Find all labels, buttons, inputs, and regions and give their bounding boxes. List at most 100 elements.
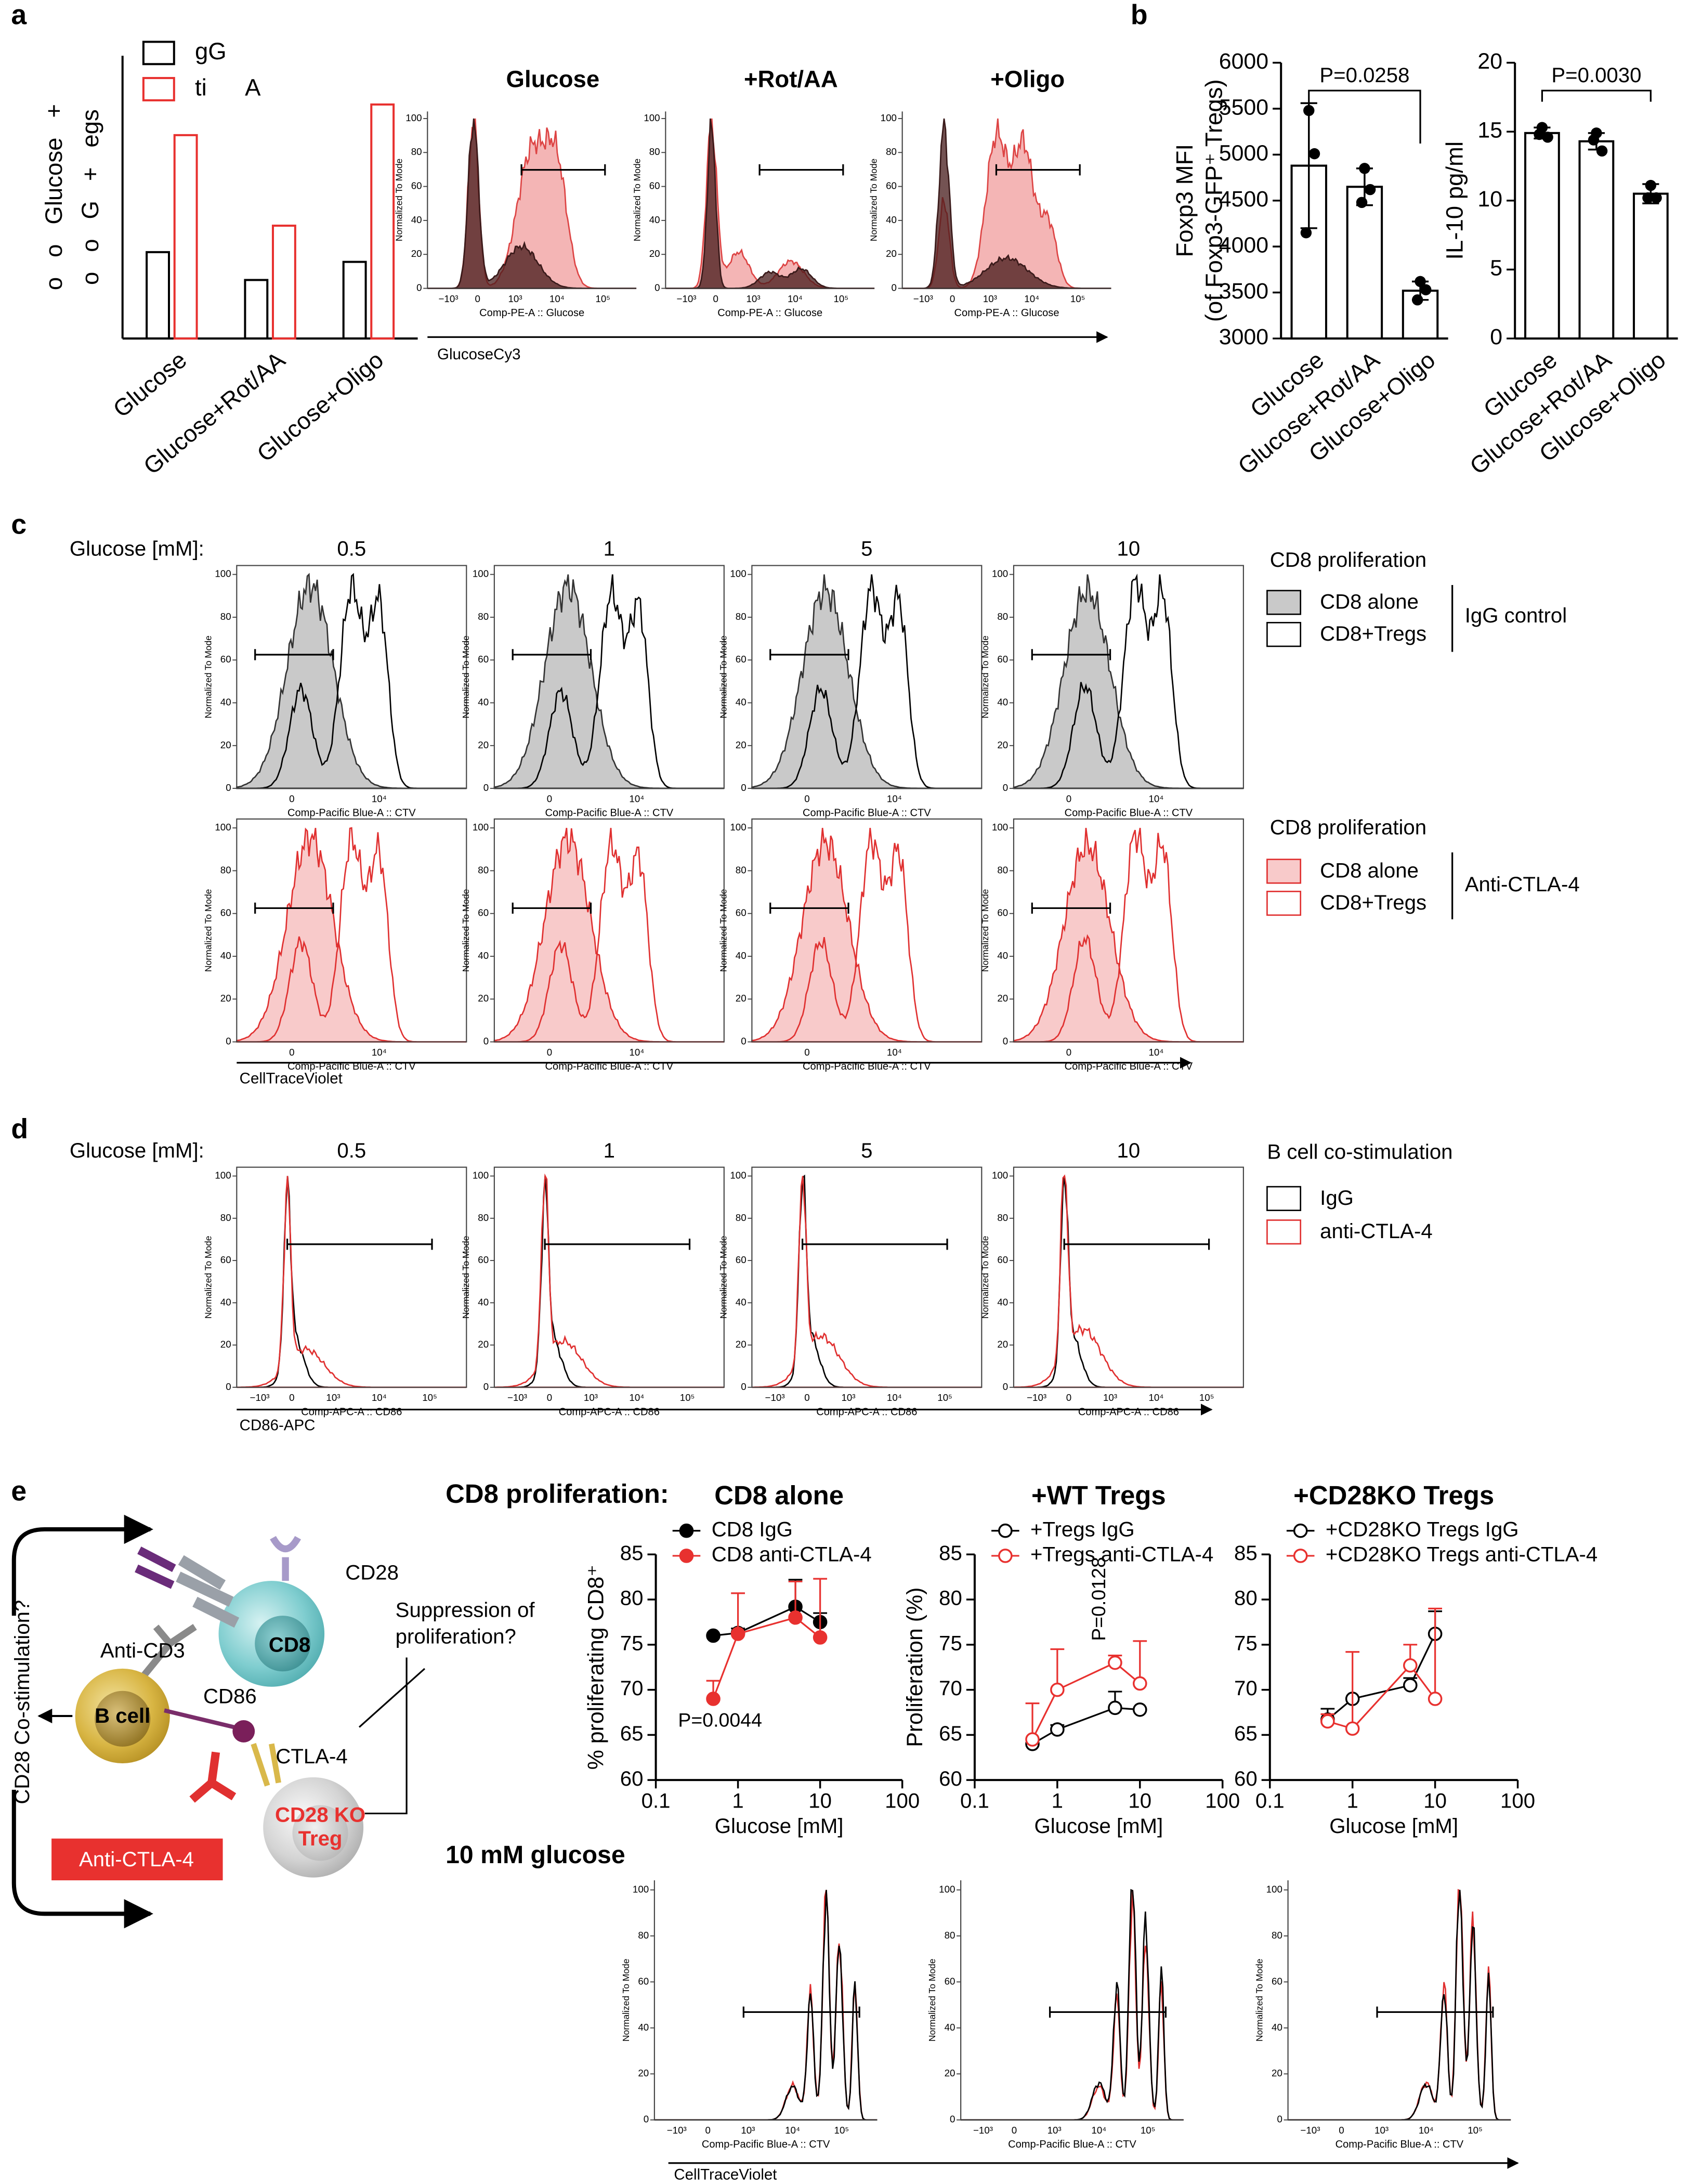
histogram [236,827,467,1043]
annotation: P=0.0258 [1319,63,1409,87]
y-tick-label: 60 [620,1767,644,1790]
label: Treg [298,1827,343,1850]
y-tick-label: 80 [1234,1587,1258,1610]
y-tick-label: 60 [736,1254,747,1265]
plot-frame [236,818,467,1043]
y-axis-label: Normalized To Mode [621,1959,631,2042]
data-point [1542,132,1553,143]
receptor [251,1743,281,1787]
y-tick-label: 5 [1490,256,1502,281]
data-point [813,1630,828,1645]
y-tick-label: 4500 [1219,187,1268,212]
x-tick-label: −10³ [676,293,696,304]
data-point [1108,1700,1122,1715]
x-tick-label: 0 [289,1047,294,1058]
histogram [665,118,875,289]
y-tick-label: 0 [741,1381,746,1392]
label: CD86 [203,1685,257,1708]
plot-frame [493,565,725,789]
chart-title: +WT Tregs [1031,1480,1166,1510]
y-tick-label: 10 [1477,187,1502,212]
legend-label: +CD28KO Tregs IgG [1326,1517,1519,1541]
data-point [1428,1692,1443,1706]
y-axis-label: Normalized To Mode [203,635,213,718]
y-tick-label: 80 [620,1587,644,1610]
label: CD28 KO [275,1803,365,1826]
panel-label: c [11,510,27,540]
chart-title: CD8 alone [714,1480,844,1510]
histogram [1013,574,1243,789]
y-tick-label: 0 [1003,1381,1008,1392]
x-axis-label: Comp-Pacific Blue-A :: CTV [702,2139,830,2150]
label-box [51,1838,223,1881]
bracket [1541,89,1652,102]
plot-frame [751,818,983,1043]
y-tick-label: 0 [226,1036,231,1047]
y-tick-label: 100 [215,1170,231,1181]
y-tick-label: 60 [220,907,231,918]
nucleus [95,1691,151,1747]
x-tick-label: 10⁴ [629,1047,644,1058]
y-axis-label: Normalized To Mode [927,1959,937,2042]
data-point [1403,1678,1418,1693]
plot-title: 1 [604,537,615,561]
y-tick-label: 60 [997,907,1008,918]
x-axis-label: Comp-Pacific Blue-A :: CTV [803,1061,931,1072]
y-tick-label: 100 [992,568,1008,579]
y-tick-label: 20 [220,993,231,1004]
plot-title: +Rot/AA [744,66,838,92]
y-tick-label: 3000 [1219,324,1268,349]
x-tick-label: 10³ [1048,2125,1062,2136]
annotation: P=0.0044 [678,1709,762,1731]
y-tick-label: 80 [945,1930,955,1941]
y-tick-label: 40 [997,696,1008,707]
label: CD28 Co-stimulation? [10,1600,34,1804]
x-tick-label: 100 [885,1789,920,1813]
label: proliferation? [396,1625,516,1648]
y-tick-label: 60 [939,1767,962,1790]
plot-title: Glucose [506,66,600,92]
x-tick-label: 10³ [841,1392,855,1403]
series-line [1031,1661,1141,1740]
bar [342,261,367,340]
data-point [788,1610,803,1625]
x-tick-label: −10³ [913,293,933,304]
x-tick-label: 10³ [584,1392,598,1403]
panel-label: b [1131,0,1148,30]
data-point [1320,1714,1335,1729]
plot-title: 10 [1117,537,1141,561]
y-tick-label: 60 [220,654,231,665]
legend-label: ti A [195,74,261,101]
series-line [712,1616,821,1699]
y-tick-label: 80 [220,1212,231,1223]
x-tick-label: 10⁵ [1468,2125,1483,2136]
y-tick-label: 40 [220,696,231,707]
data-point [1642,192,1654,204]
x-tick-label: 0 [475,293,480,304]
y-tick-label: 0 [1277,2114,1282,2125]
gate [758,164,844,176]
y-tick-label: 75 [939,1631,962,1655]
histogram [1288,1890,1511,2121]
plot-title: 5 [861,537,872,561]
x-tick-label: 0 [804,1392,809,1403]
data-point [1415,276,1426,288]
subheader: 10 mM glucose [446,1841,625,1869]
header: Glucose [mM]: [70,537,204,561]
plot-title: 10 [1117,1139,1141,1162]
y-tick-label: 75 [1234,1631,1258,1655]
y-tick-label: 80 [886,146,897,157]
annotation: P=0.0030 [1551,63,1641,87]
histogram [961,1889,1184,2121]
y-axis-label: IL-10 pg/ml [1442,141,1468,260]
y-tick-label: 40 [736,696,747,707]
legend-label: CD8+Tregs [1320,891,1426,914]
y-axis-label: Normalized To Mode [461,635,471,718]
x-tick-label: 10⁴ [372,793,387,804]
y-tick-label: 20 [736,1339,747,1350]
plot-title: +Oligo [990,66,1065,92]
y-tick-label: 85 [620,1541,644,1565]
y-tick-label: 100 [473,822,489,833]
x-tick-label: 10³ [1103,1392,1117,1403]
plot-frame [960,1880,1184,2121]
